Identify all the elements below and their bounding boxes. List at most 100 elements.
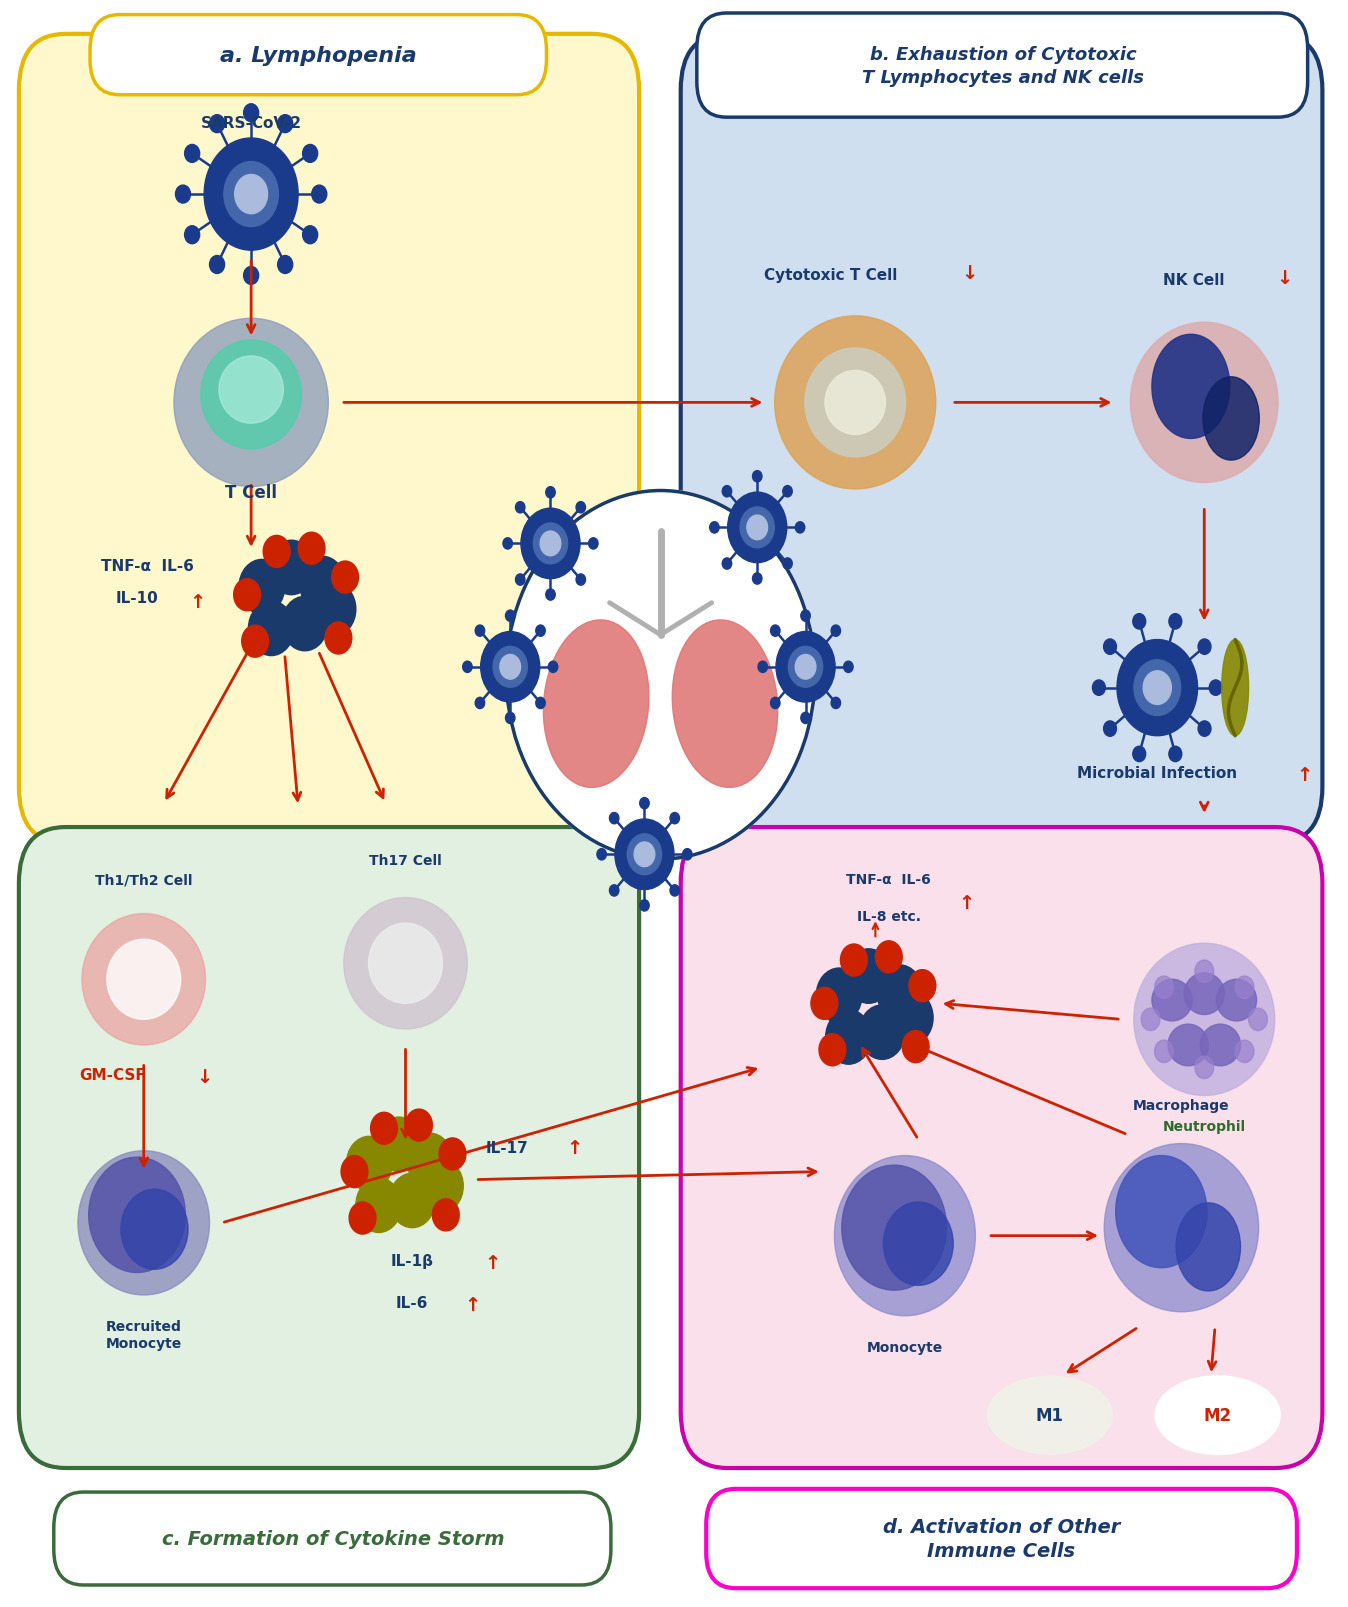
- Circle shape: [1169, 614, 1182, 630]
- Text: NK Cell: NK Cell: [1163, 273, 1224, 288]
- Circle shape: [1198, 722, 1211, 738]
- Circle shape: [311, 186, 326, 204]
- Circle shape: [476, 697, 485, 709]
- Ellipse shape: [1202, 378, 1259, 461]
- Text: ↑: ↑: [484, 1253, 501, 1273]
- Circle shape: [1155, 977, 1173, 1000]
- Circle shape: [535, 625, 545, 636]
- Circle shape: [298, 534, 325, 566]
- Circle shape: [302, 145, 318, 164]
- Ellipse shape: [1134, 943, 1275, 1096]
- Circle shape: [433, 1199, 460, 1231]
- Ellipse shape: [673, 620, 778, 787]
- Ellipse shape: [775, 317, 936, 490]
- Circle shape: [185, 227, 200, 244]
- Circle shape: [1142, 1009, 1161, 1032]
- Ellipse shape: [1221, 640, 1248, 736]
- Ellipse shape: [201, 341, 302, 450]
- Text: ↑: ↑: [189, 593, 206, 611]
- Circle shape: [832, 625, 841, 636]
- Circle shape: [826, 1011, 871, 1064]
- Text: Monocyte: Monocyte: [867, 1340, 944, 1355]
- Text: SARS-CoV-2: SARS-CoV-2: [201, 116, 302, 130]
- FancyBboxPatch shape: [681, 35, 1322, 844]
- Circle shape: [1169, 747, 1182, 762]
- Circle shape: [1209, 680, 1223, 696]
- Circle shape: [506, 611, 515, 622]
- Circle shape: [462, 662, 472, 673]
- Circle shape: [627, 834, 662, 876]
- Circle shape: [795, 522, 805, 534]
- Circle shape: [299, 558, 345, 611]
- FancyBboxPatch shape: [54, 1493, 611, 1585]
- Circle shape: [1117, 640, 1197, 736]
- Circle shape: [728, 493, 787, 564]
- Circle shape: [407, 1133, 453, 1188]
- Circle shape: [278, 257, 293, 275]
- Text: ↑: ↑: [465, 1295, 481, 1315]
- Ellipse shape: [1184, 974, 1224, 1016]
- Circle shape: [371, 1112, 398, 1144]
- Text: Cytotoxic T Cell: Cytotoxic T Cell: [764, 268, 898, 283]
- FancyBboxPatch shape: [90, 16, 546, 96]
- Ellipse shape: [344, 898, 468, 1030]
- Circle shape: [902, 1032, 929, 1062]
- Circle shape: [534, 524, 568, 564]
- FancyBboxPatch shape: [697, 14, 1308, 117]
- Circle shape: [875, 942, 902, 974]
- Circle shape: [506, 714, 515, 725]
- Circle shape: [887, 992, 933, 1045]
- Ellipse shape: [121, 1189, 187, 1270]
- Circle shape: [1235, 1040, 1254, 1062]
- Ellipse shape: [1175, 1204, 1240, 1290]
- Ellipse shape: [1157, 1377, 1279, 1454]
- Ellipse shape: [834, 1155, 976, 1316]
- Text: c. Formation of Cytokine Storm: c. Formation of Cytokine Storm: [162, 1530, 504, 1548]
- Circle shape: [248, 601, 294, 656]
- Circle shape: [1248, 1009, 1267, 1032]
- Circle shape: [589, 538, 599, 550]
- Ellipse shape: [1131, 323, 1278, 484]
- Ellipse shape: [82, 914, 205, 1045]
- Circle shape: [640, 799, 650, 810]
- Ellipse shape: [1216, 980, 1256, 1022]
- Circle shape: [723, 559, 732, 570]
- Text: b. Exhaustion of Cytotoxic
T Lymphocytes and NK cells: b. Exhaustion of Cytotoxic T Lymphocytes…: [861, 47, 1144, 87]
- Circle shape: [341, 1155, 368, 1188]
- Circle shape: [776, 632, 836, 702]
- Circle shape: [241, 625, 268, 657]
- Circle shape: [175, 186, 190, 204]
- Circle shape: [224, 162, 279, 228]
- Circle shape: [1194, 1056, 1213, 1078]
- Circle shape: [1194, 961, 1213, 983]
- Circle shape: [204, 138, 298, 251]
- Circle shape: [811, 988, 837, 1020]
- Text: Macrophage: Macrophage: [1134, 1099, 1229, 1112]
- Ellipse shape: [988, 1377, 1112, 1454]
- Circle shape: [244, 267, 259, 284]
- Circle shape: [515, 503, 524, 514]
- Ellipse shape: [825, 371, 886, 435]
- Circle shape: [859, 1006, 905, 1059]
- Circle shape: [376, 1117, 422, 1172]
- Circle shape: [682, 848, 692, 860]
- Circle shape: [541, 532, 561, 556]
- Circle shape: [789, 648, 822, 688]
- Circle shape: [515, 575, 524, 587]
- Circle shape: [481, 632, 539, 702]
- Circle shape: [476, 625, 485, 636]
- Circle shape: [346, 1136, 392, 1191]
- Text: M2: M2: [1204, 1406, 1232, 1424]
- Circle shape: [709, 522, 718, 534]
- Circle shape: [758, 662, 767, 673]
- FancyBboxPatch shape: [681, 828, 1322, 1469]
- Circle shape: [670, 885, 679, 897]
- Circle shape: [1134, 660, 1181, 717]
- Text: ↑: ↑: [1297, 765, 1313, 784]
- Ellipse shape: [1167, 1025, 1208, 1065]
- FancyBboxPatch shape: [19, 828, 639, 1469]
- Circle shape: [332, 562, 359, 593]
- Text: IL-10: IL-10: [116, 591, 159, 606]
- Ellipse shape: [1153, 980, 1192, 1022]
- Circle shape: [507, 492, 816, 860]
